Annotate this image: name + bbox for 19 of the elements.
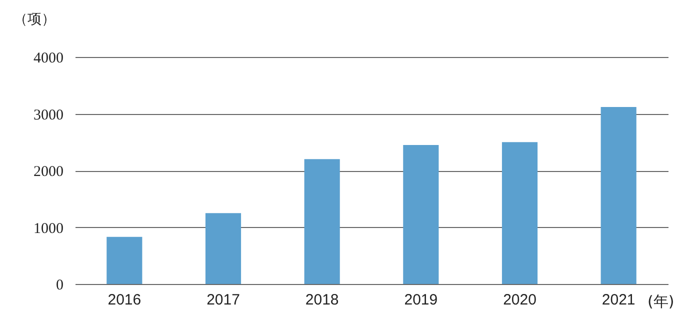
y-axis-title: （项）: [14, 12, 56, 28]
y-tick-label: 1000: [34, 220, 64, 237]
bar: [502, 142, 538, 284]
y-tick-label: 2000: [34, 164, 64, 180]
bar: [205, 213, 242, 284]
y-tick-label: 4000: [34, 50, 64, 66]
x-tick-label: 2018: [305, 292, 339, 308]
bar: [403, 144, 439, 284]
y-tick-label: 0: [56, 278, 64, 294]
x-tick-label: 2021: [602, 292, 636, 308]
x-tick-label: 2019: [404, 292, 438, 308]
bar: [106, 236, 142, 284]
bar: [600, 106, 636, 284]
x-tick-label: 2020: [503, 292, 536, 308]
x-tick-label: 2017: [206, 292, 240, 308]
x-tick-label: 2016: [108, 292, 142, 308]
x-axis-title: (年): [648, 292, 674, 310]
y-tick-label: 3000: [34, 107, 64, 124]
bar: [304, 159, 340, 284]
